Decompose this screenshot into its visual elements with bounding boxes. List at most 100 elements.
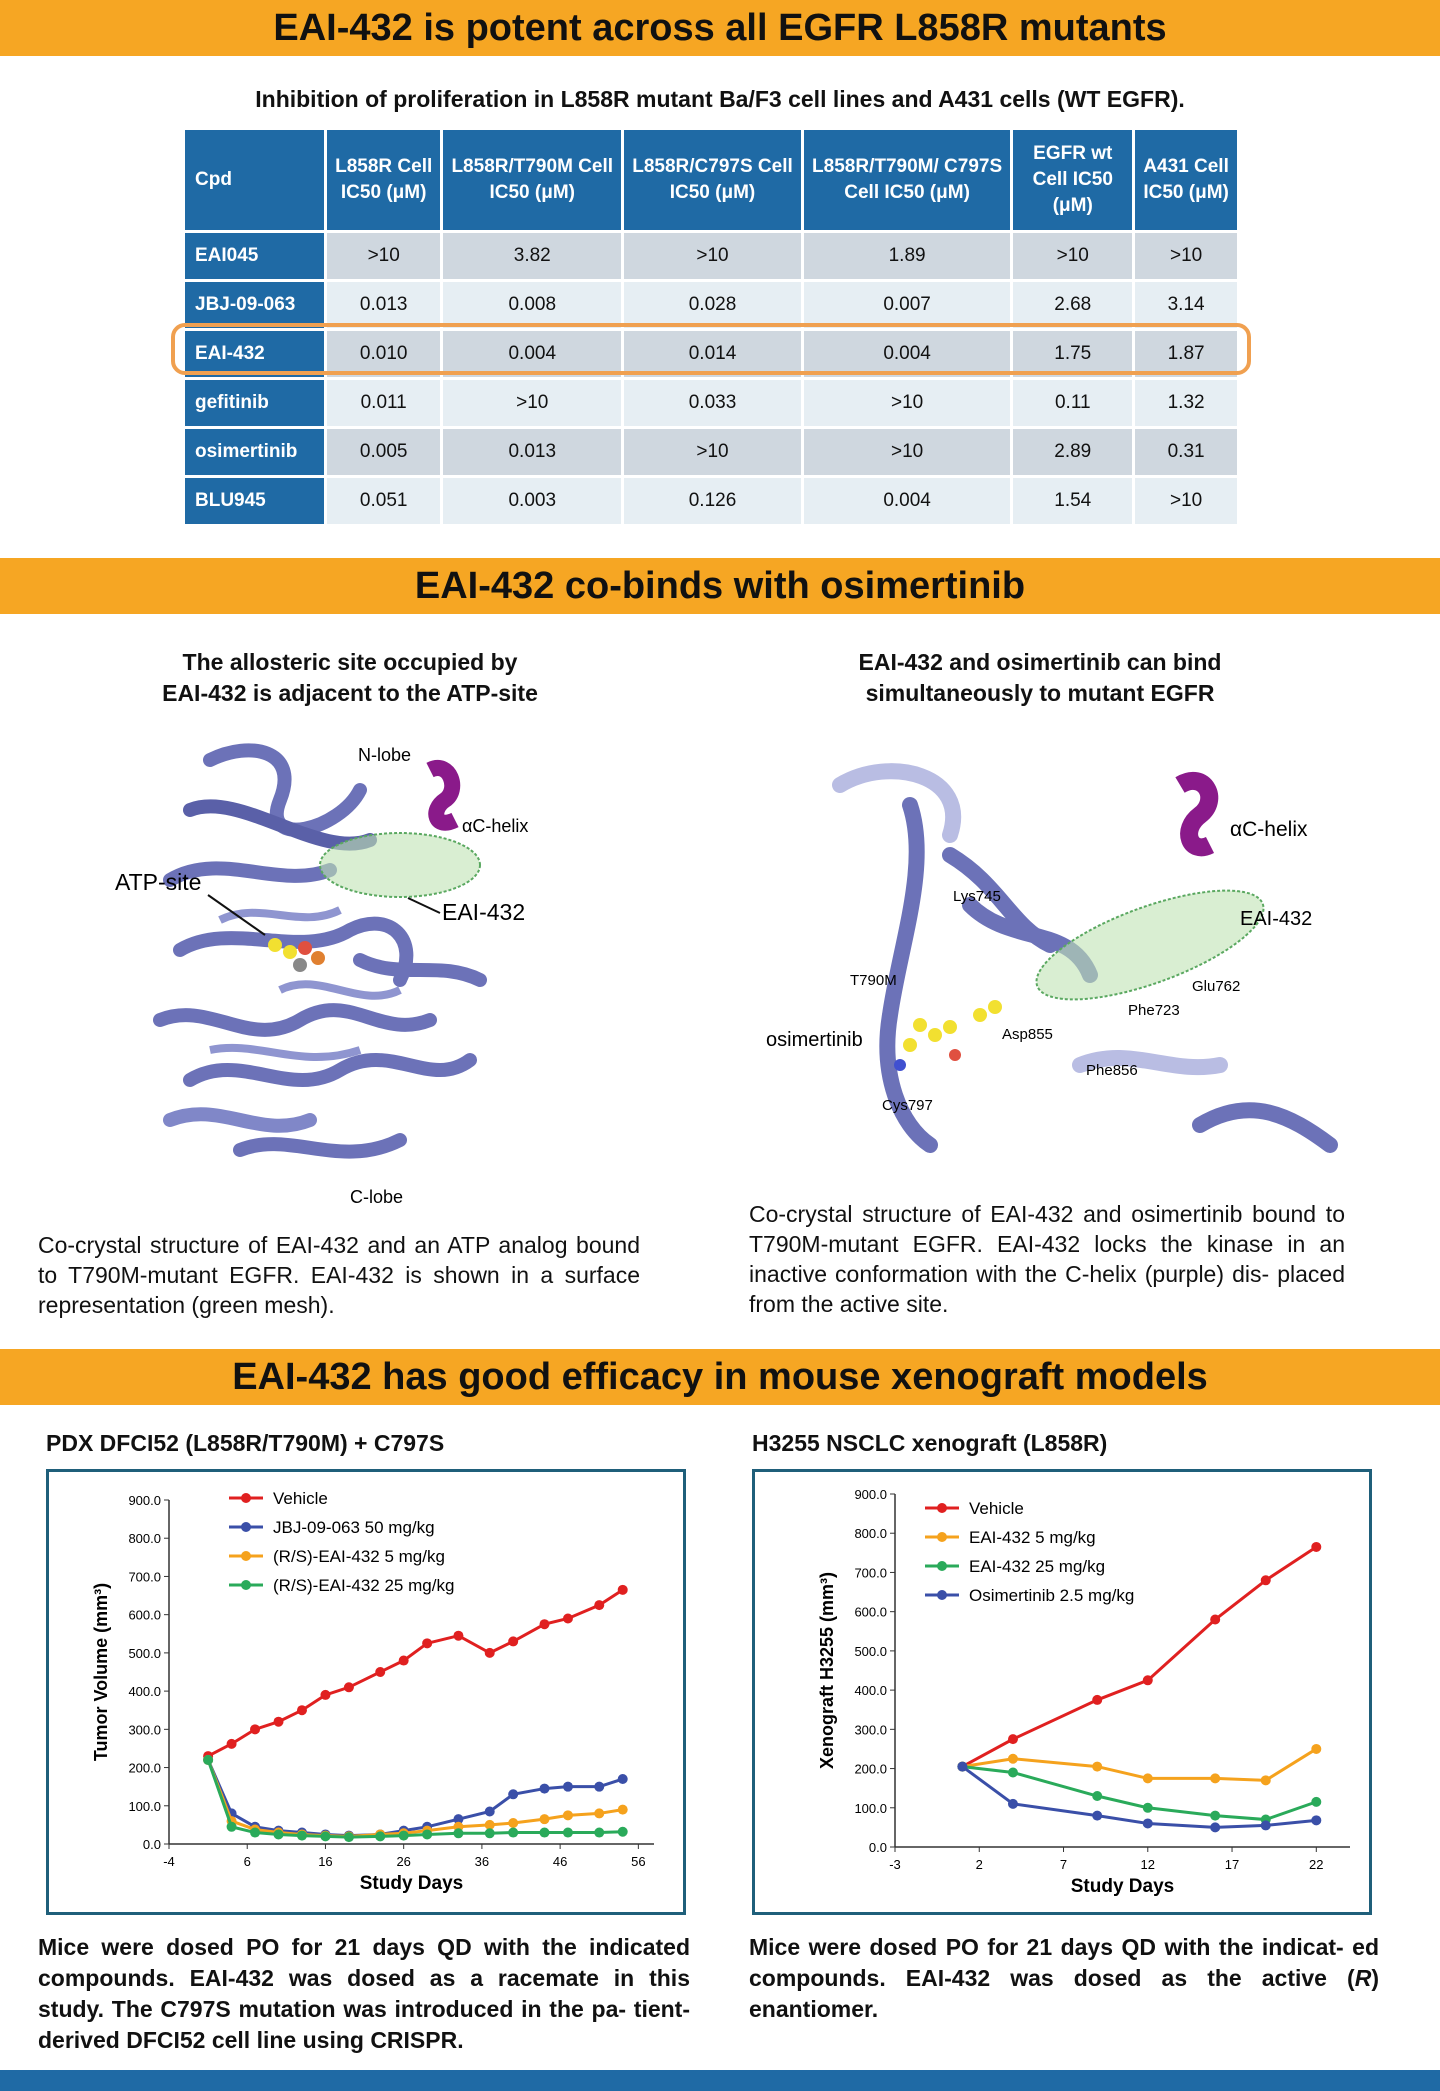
ic50-value-cell: >10 [803, 429, 1011, 475]
x-axis-label: Study Days [360, 1873, 463, 1894]
data-point [484, 1647, 495, 1658]
left-structure-caption: Co-crystal structure of EAI-432 and an A… [38, 1232, 640, 1318]
data-point [508, 1827, 519, 1838]
series-line [206, 1759, 624, 1838]
legend-marker [937, 1532, 947, 1542]
data-point [1142, 1675, 1153, 1686]
ic50-value-cell: 3.82 [443, 233, 622, 279]
series-line [207, 1588, 624, 1758]
legend-entry: EAI-432 5 mg/kg [969, 1528, 1096, 1547]
x-tick-label: 7 [1060, 1857, 1067, 1872]
data-point [1142, 1773, 1153, 1784]
y-tick-label: 400.0 [128, 1684, 161, 1699]
protein-ribbon-right [832, 763, 1338, 1153]
table-row: BLU945 0.051 0.003 0.126 0.004 1.54 >10 [185, 478, 1237, 524]
label-lys745: Lys745 [953, 888, 1001, 905]
y-tick-label: 300.0 [128, 1722, 161, 1737]
x-tick-label: 46 [553, 1854, 567, 1869]
data-point [1260, 1775, 1271, 1786]
y-tick-label: 200.0 [854, 1762, 887, 1777]
data-point [1092, 1761, 1103, 1772]
ic50-value-cell: 0.010 [327, 331, 441, 377]
data-point [320, 1689, 331, 1700]
data-point [1311, 1541, 1322, 1552]
legend-marker [241, 1522, 251, 1532]
ic50-value-cell: 0.028 [624, 282, 801, 328]
table-row: EAI045 >10 3.82 >10 1.89 >10 >10 [185, 233, 1237, 279]
ic50-value-cell: 0.008 [443, 282, 622, 328]
header-l858r-t790m: L858R/T790M Cell IC50 (μM) [443, 130, 622, 230]
x-tick-label: 26 [396, 1854, 410, 1869]
data-point [226, 1821, 237, 1832]
data-point [594, 1600, 605, 1611]
y-tick-label: 800.0 [128, 1531, 161, 1546]
left-chart-frame: 0.0 100.0 200.0 300.0 400.0 500.0 600.0 700.0 80… [46, 1469, 686, 1915]
data-point [539, 1814, 550, 1825]
data-point [1210, 1810, 1221, 1821]
header-l858r-c797s: L858R/C797S Cell IC50 (μM) [624, 130, 801, 230]
ic50-value-cell: 0.033 [624, 380, 801, 426]
data-point [539, 1827, 550, 1838]
compound-name-cell: EAI-432 [185, 331, 324, 377]
y-tick-label: 600.0 [128, 1608, 161, 1623]
ic50-value-cell: 0.004 [803, 478, 1011, 524]
series-line [206, 1759, 623, 1838]
legend-marker [241, 1493, 251, 1503]
data-point [1260, 1820, 1271, 1831]
x-axis-label: Study Days [1071, 1876, 1174, 1897]
alpha-c-helix-right [1175, 772, 1219, 857]
data-point [1007, 1753, 1018, 1764]
atp-analog [268, 938, 325, 972]
series-line [206, 1759, 623, 1839]
data-point [1092, 1810, 1103, 1821]
y-tick-label: 500.0 [128, 1646, 161, 1661]
table-title: Inhibition of proliferation in L858R mut… [255, 86, 1185, 112]
data-point [375, 1667, 386, 1677]
label-osimertinib: osimertinib [766, 1029, 863, 1051]
right-chart-caption: Mice were dosed PO for 21 days QD with t… [749, 1932, 1379, 2025]
osimertinib-molecule [894, 1000, 1002, 1071]
y-tick-label: 800.0 [854, 1526, 887, 1541]
legend-entry: Vehicle [969, 1499, 1024, 1518]
ic50-value-cell: >10 [327, 233, 441, 279]
label-eai432-right: EAI-432 [1240, 908, 1312, 930]
data-point [562, 1781, 573, 1792]
label-t790m: T790M [850, 972, 897, 989]
ic50-value-cell: >10 [803, 380, 1011, 426]
compound-name-cell: gefitinib [185, 380, 324, 426]
data-point [226, 1738, 237, 1749]
left-crystal-structure: N-lobe αC-helix ATP-site EAI-432 C-lobe [115, 743, 528, 1207]
right-chart-caption-text: Mice were dosed PO for 21 days QD with t… [749, 1934, 1379, 1991]
x-tick-label: 2 [976, 1857, 983, 1872]
table-row: osimertinib 0.005 0.013 >10 >10 2.89 0.31 [185, 429, 1237, 475]
y-tick-label: 600.0 [854, 1605, 887, 1620]
data-point [484, 1828, 495, 1839]
right-structure-title: EAI-432 and osimertinib can bind simulta… [780, 647, 1300, 709]
data-point [296, 1830, 307, 1841]
data-point [398, 1830, 409, 1841]
compound-name-cell: osimertinib [185, 429, 324, 475]
table-row: gefitinib 0.011 >10 0.033 >10 0.11 1.32 [185, 380, 1237, 426]
ic50-value-cell: 1.87 [1135, 331, 1237, 377]
label-atp-site: ATP-site [115, 869, 201, 895]
x-tick-label: -3 [889, 1857, 901, 1872]
x-tick-label: 16 [318, 1854, 332, 1869]
data-point [1311, 1815, 1322, 1826]
ic50-value-cell: >10 [1135, 233, 1237, 279]
pdx-tumor-volume-chart: 0.0 100.0 200.0 300.0 400.0 500.0 600.0 700.0 80… [91, 1489, 654, 1894]
data-point [1311, 1796, 1322, 1807]
header-cpd: Cpd [185, 130, 324, 230]
left-structure-title-line2: EAI-432 is adjacent to the ATP-site [162, 680, 538, 706]
left-chart-title: PDX DFCI52 (L858R/T790M) + C797S [46, 1430, 445, 1456]
x-tick-label: 6 [244, 1854, 251, 1869]
x-tick-label: 12 [1141, 1857, 1155, 1872]
data-point [453, 1828, 464, 1839]
data-point [273, 1716, 284, 1727]
data-point [1210, 1822, 1221, 1833]
label-asp855: Asp855 [1002, 1026, 1053, 1043]
footer-bar [0, 2070, 1440, 2091]
data-point [1210, 1773, 1221, 1784]
legend-marker [241, 1551, 251, 1561]
legend-entry: EAI-432 25 mg/kg [969, 1557, 1105, 1576]
data-point [1311, 1743, 1322, 1754]
